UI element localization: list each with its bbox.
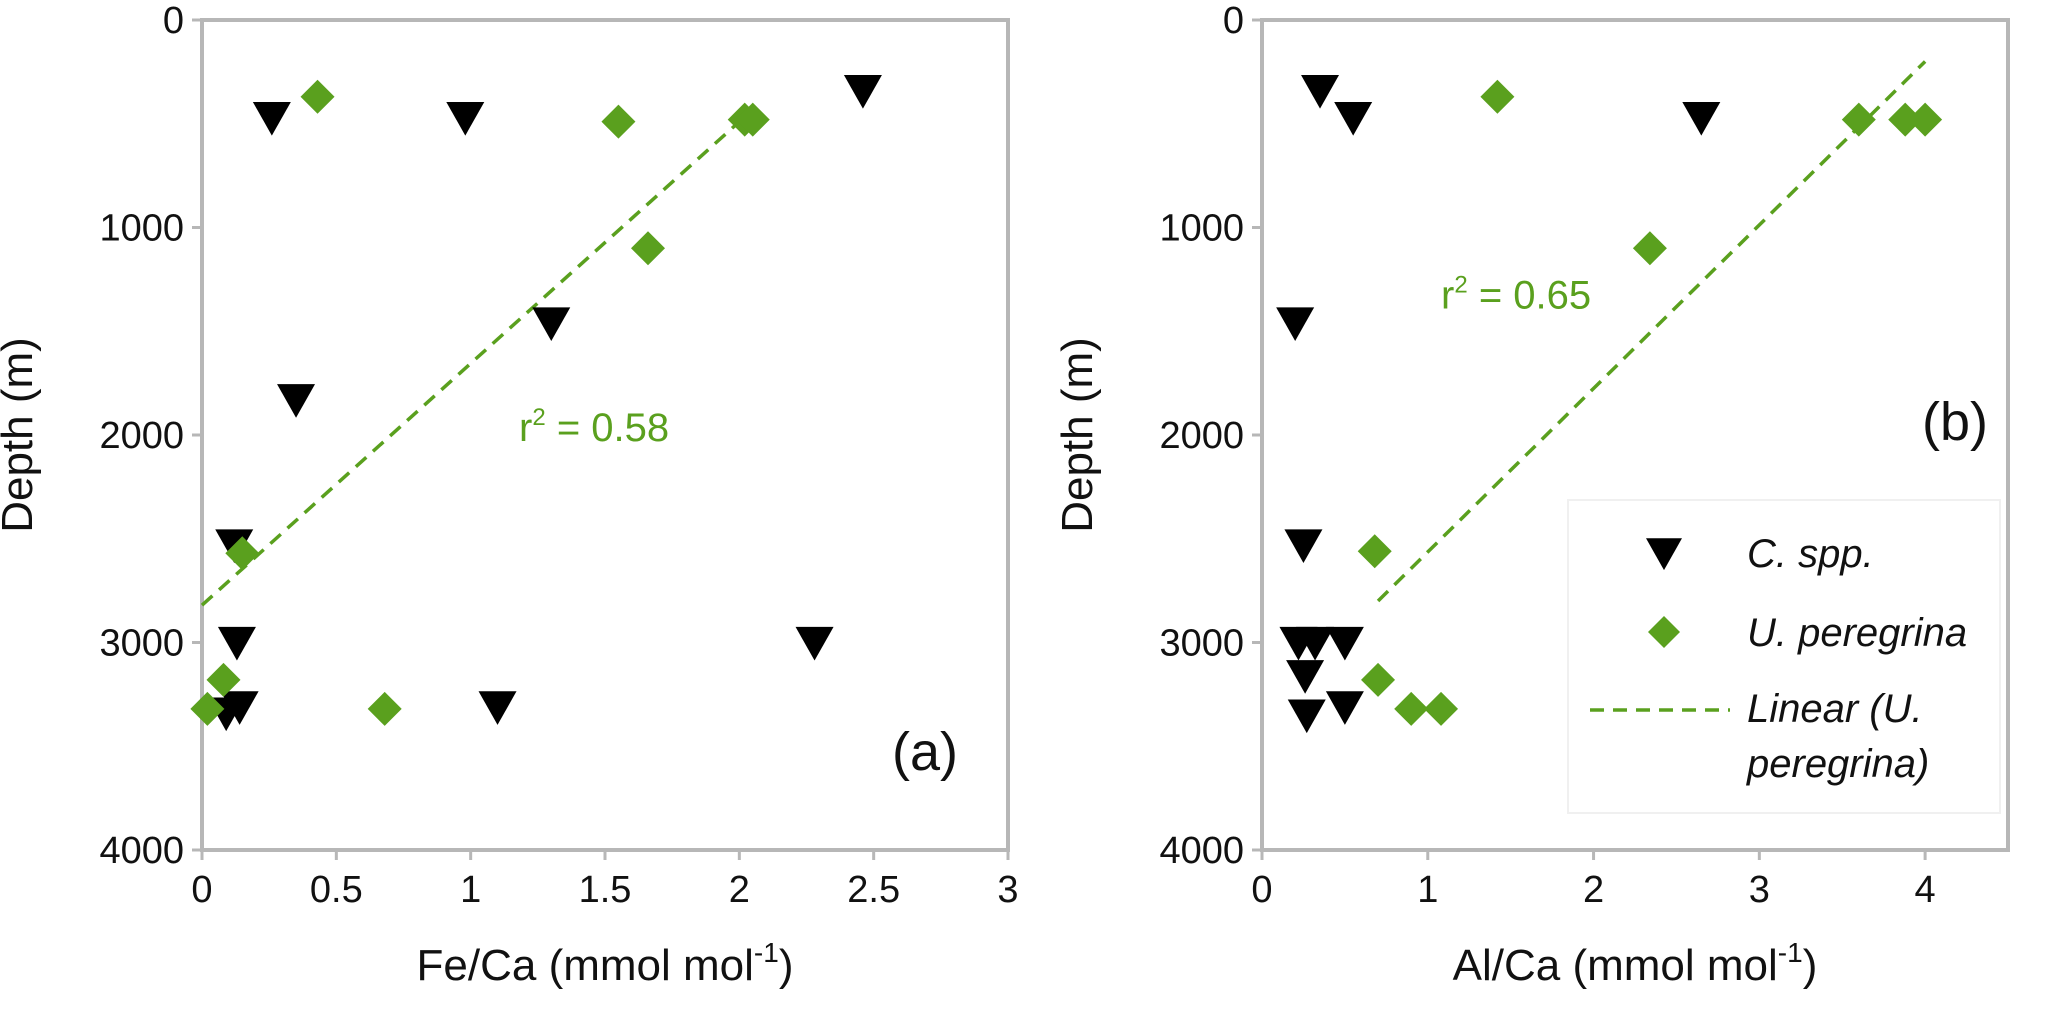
data-point-c-spp [1325,691,1364,725]
x-tick-label: 1.5 [579,869,632,911]
data-point-c-spp [1325,626,1364,661]
legend-label-c-spp: C. spp. [1747,532,1874,576]
data-point-u-peregrina [300,79,335,114]
x-tick-label: 0 [1251,869,1272,911]
r-squared-superscript: 2 [532,404,545,431]
data-point-c-spp [795,626,834,661]
legend-label-linear-line-2: peregrina) [1746,742,1929,786]
x-tick-label: 2 [729,869,750,911]
data-point-c-spp [532,307,571,341]
data-point-c-spp [252,101,291,136]
data-point-u-peregrina [735,102,770,137]
data-point-c-spp [1296,626,1335,661]
y-tick-label: 2000 [99,415,184,457]
x-axis-title-text: Fe/Ca (mmol mol [417,941,754,990]
legend-u-peregrina-marker-icon [1648,616,1680,648]
data-point-c-spp [277,384,316,418]
data-point-c-spp [1284,529,1323,564]
data-point-u-peregrina [1841,102,1876,137]
data-point-c-spp [1286,660,1325,694]
data-point-u-peregrina [1888,102,1923,137]
y-tick-label: 0 [1223,0,1244,42]
y-tick-label: 2000 [1159,415,1244,457]
data-point-u-peregrina [601,104,636,139]
x-axis-title-end: ) [779,941,794,990]
trendline-linear-u-peregrina [1376,60,1927,603]
panel-label: (a) [892,722,958,782]
data-point-c-spp [1276,307,1315,341]
data-point-c-spp [478,691,517,725]
x-tick-label: 1 [1417,869,1438,911]
data-point-u-peregrina [190,691,225,726]
r-squared-prefix: r [519,406,532,450]
data-point-c-spp [220,691,259,725]
data-point-u-peregrina [1394,691,1429,726]
legend-label-linear-line-1: Linear (U. [1747,687,1923,731]
x-tick-label: 4 [1915,869,1936,911]
y-tick-label: 4000 [99,830,184,872]
data-point-u-peregrina [1480,79,1515,114]
legend: C. spp. U. peregrina Linear (U. peregrina) [1567,499,2001,814]
panel-label: (b) [1922,392,1988,452]
data-point-u-peregrina [1908,102,1943,137]
y-tick-label: 4000 [1159,830,1244,872]
r-squared-value: = 0.65 [1468,273,1591,317]
data-point-c-spp [1301,74,1340,109]
data-point-u-peregrina [1357,534,1392,569]
data-point-c-spp [1287,699,1326,734]
x-tick-label: 2.5 [847,869,900,911]
x-tick-label: 3 [1749,869,1770,911]
x-axis-title: Al/Ca (mmol mol-1) [1453,937,1818,990]
data-point-u-peregrina [1632,231,1667,266]
x-axis-title-superscript: -1 [1778,937,1803,968]
x-axis-title-end: ) [1803,941,1818,990]
x-tick-label: 1 [460,869,481,911]
x-tick-label: 0.5 [310,869,363,911]
r-squared-superscript: 2 [1454,271,1467,298]
data-point-u-peregrina [1424,691,1459,726]
y-tick-label: 3000 [99,623,184,665]
data-point-u-peregrina [206,662,241,697]
y-tick-label: 1000 [1159,208,1244,250]
legend-box [1567,499,2001,814]
x-tick-label: 0 [191,869,212,911]
data-point-u-peregrina [1361,662,1396,697]
y-tick-label: 3000 [1159,623,1244,665]
r-squared-annotation: r2 = 0.58 [519,404,669,450]
data-point-u-peregrina [225,536,260,571]
data-point-c-spp [446,101,485,136]
legend-label-u-peregrina: U. peregrina [1747,611,1967,655]
y-axis-title: Depth (m) [1053,337,1102,533]
r-squared-annotation: r2 = 0.65 [1441,271,1591,317]
r-squared-value: = 0.58 [546,406,669,450]
y-axis-title: Depth (m) [0,337,42,533]
x-axis-title: Fe/Ca (mmol mol-1) [417,937,794,990]
x-axis-title-superscript: -1 [754,937,779,968]
legend-c-spp-marker-icon [1646,538,1682,571]
y-tick-label: 1000 [99,208,184,250]
data-point-u-peregrina [630,231,665,266]
data-point-c-spp [1334,101,1373,136]
y-tick-label: 0 [163,0,184,42]
trendline-linear-u-peregrina [200,120,741,607]
x-tick-label: 2 [1583,869,1604,911]
r-squared-prefix: r [1441,273,1454,317]
data-point-u-peregrina [367,691,402,726]
data-point-c-spp [217,626,256,661]
data-point-c-spp [1682,101,1721,136]
data-point-c-spp [843,74,882,109]
x-axis-title-text: Al/Ca (mmol mol [1453,941,1778,990]
x-tick-label: 3 [997,869,1018,911]
